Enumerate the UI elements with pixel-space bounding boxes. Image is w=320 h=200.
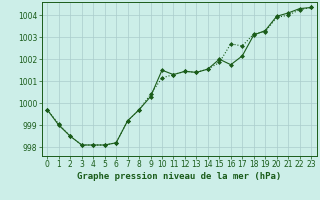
X-axis label: Graphe pression niveau de la mer (hPa): Graphe pression niveau de la mer (hPa) — [77, 172, 281, 181]
